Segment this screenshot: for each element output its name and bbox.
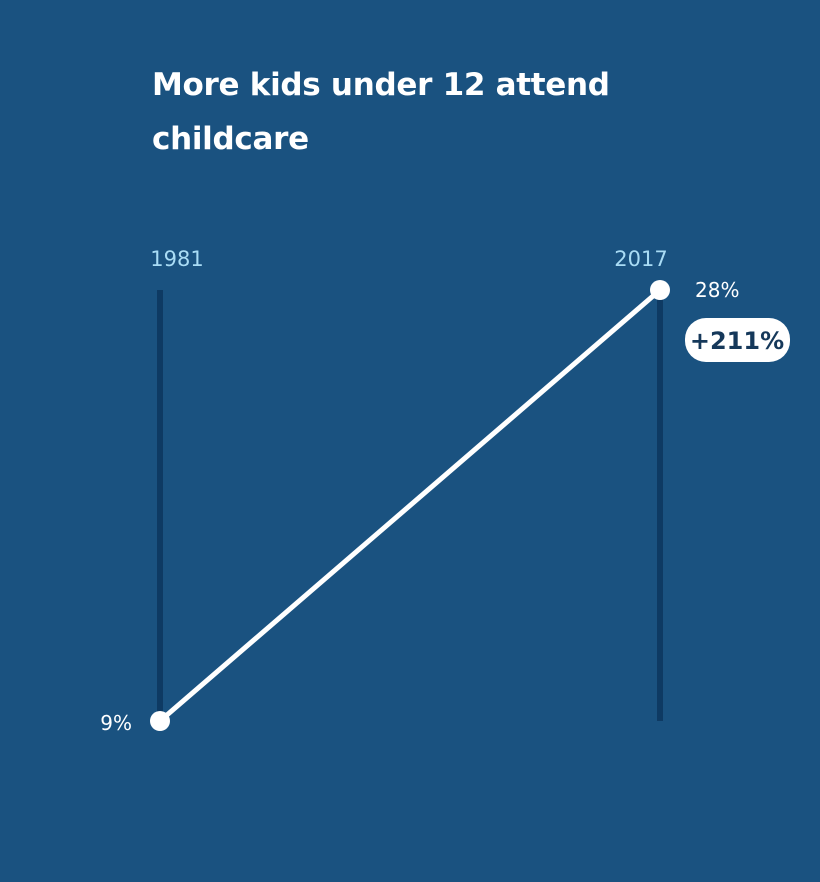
series-line bbox=[157, 287, 663, 724]
year-label-1981: 1981 bbox=[150, 247, 203, 271]
chart-title: More kids under 12 attend childcare bbox=[152, 67, 610, 157]
year-label-2017: 2017 bbox=[614, 247, 667, 271]
data-point-2017 bbox=[650, 280, 670, 300]
change-badge: +211% bbox=[685, 318, 790, 362]
value-label-1981: 9% bbox=[100, 711, 132, 735]
data-point-1981 bbox=[150, 711, 170, 731]
value-label-2017: 28% bbox=[695, 278, 739, 302]
change-badge-background bbox=[685, 318, 790, 362]
change-badge-label: +211% bbox=[690, 327, 784, 355]
